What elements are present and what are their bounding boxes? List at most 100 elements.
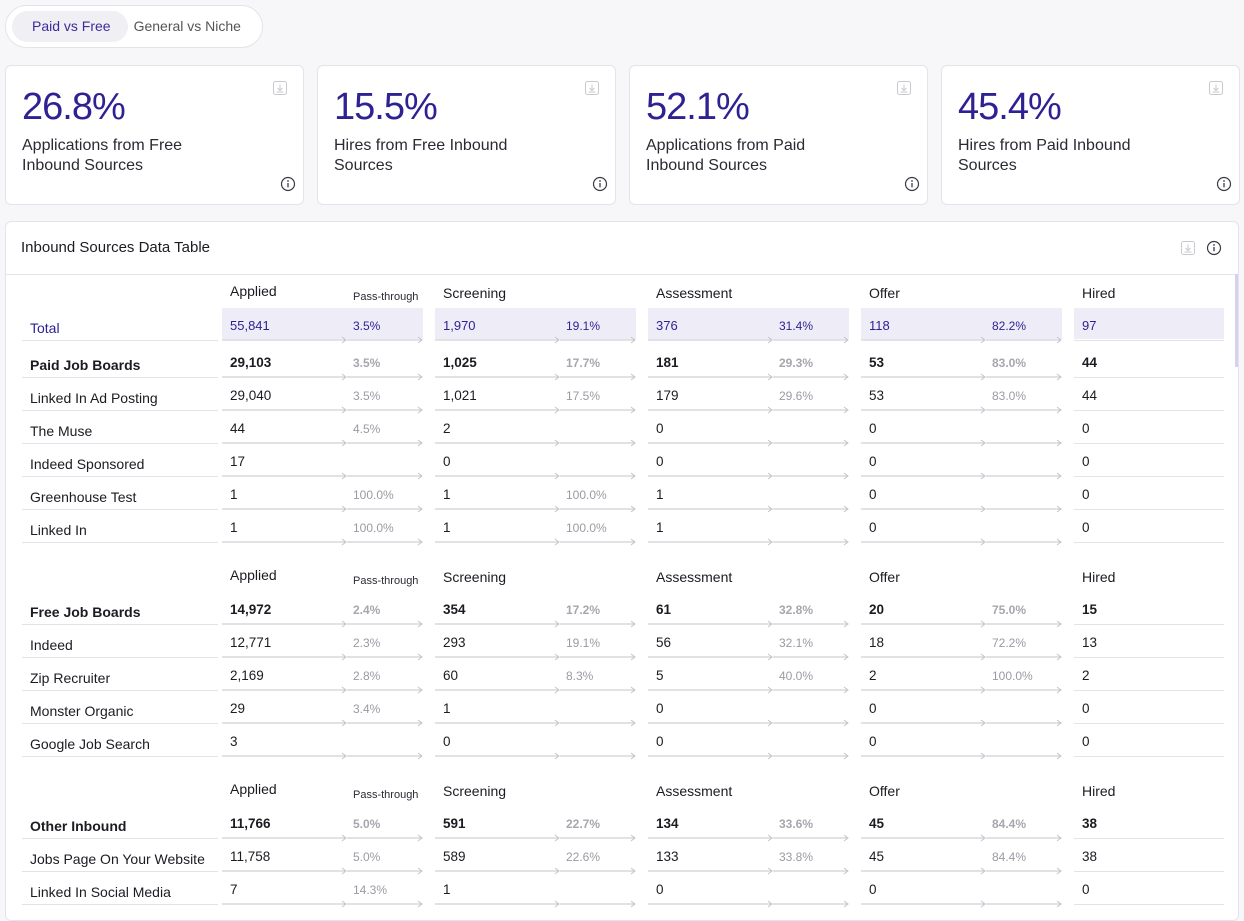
row-label[interactable]: Paid Job Boards [30, 357, 141, 373]
flow-arrow-line [861, 373, 986, 381]
kpi-value: 52.1% [646, 86, 750, 128]
flow-arrow-line [222, 373, 347, 381]
header-screening: Screening [443, 569, 507, 585]
row-label[interactable]: Linked In [30, 522, 87, 538]
info-icon[interactable] [904, 176, 920, 197]
panel-title: Inbound Sources Data Table [21, 239, 211, 256]
tab-paid-vs-free[interactable]: Paid vs Free [12, 11, 128, 42]
info-icon[interactable] [592, 176, 608, 197]
cell-screening: 591 [443, 816, 466, 831]
cell-offer: 0 [869, 520, 877, 535]
cell-assessment: 0 [656, 421, 664, 436]
flow-arrow-line [861, 752, 986, 760]
flow-arrow-line [435, 373, 560, 381]
kpi-value: 26.8% [22, 86, 126, 128]
header-offer: Offer [869, 783, 900, 799]
download-icon[interactable] [1208, 80, 1224, 101]
flow-arrow-line [222, 336, 347, 344]
flow-arrow-line [861, 472, 986, 480]
flow-arrow-line [435, 538, 560, 546]
inbound-sources-panel: Inbound Sources Data Table Applied Pass-t… [5, 221, 1239, 921]
cell-offer: 118 [869, 318, 890, 333]
total-highlight [222, 308, 347, 339]
flow-arrow-line [648, 406, 773, 414]
cell-applied: 2,169 [230, 668, 264, 683]
cell-offer: 53 [869, 388, 885, 403]
cell-screening: 60 [443, 668, 459, 683]
cell-offer: 45 [869, 849, 885, 864]
flow-arrow-line [861, 620, 986, 628]
cell-applied: 3 [230, 734, 238, 749]
row-label[interactable]: Free Job Boards [30, 604, 141, 620]
download-icon[interactable] [1180, 240, 1196, 261]
flow-arrow-line [773, 373, 849, 381]
header-assessment: Assessment [656, 783, 733, 799]
cell-passthrough: 32.8% [779, 603, 814, 617]
row-label[interactable]: Linked In Ad Posting [30, 390, 158, 406]
cell-hired: 0 [1082, 882, 1090, 897]
cell-passthrough: 84.4% [992, 817, 1027, 831]
info-icon[interactable] [1206, 240, 1222, 261]
flow-arrow-line [347, 336, 423, 344]
flow-arrow-line [435, 867, 560, 875]
cell-hired: 0 [1082, 734, 1090, 749]
cell-applied: 11,766 [230, 816, 271, 831]
cell-passthrough: 83.0% [992, 356, 1027, 370]
download-icon[interactable] [896, 80, 912, 101]
scroll-indicator[interactable] [1235, 274, 1238, 367]
row-label[interactable]: Greenhouse Test [30, 489, 137, 505]
flow-arrow-line [773, 653, 849, 661]
row-divider [1074, 723, 1224, 724]
cell-offer: 18 [869, 635, 885, 650]
row-label[interactable]: Jobs Page On Your Website [30, 851, 205, 867]
row-divider [1074, 756, 1224, 757]
info-icon[interactable] [1216, 176, 1232, 197]
cell-passthrough: 3.5% [353, 319, 381, 333]
flow-arrow-line [347, 653, 423, 661]
info-icon[interactable] [280, 176, 296, 197]
row-label[interactable]: Monster Organic [30, 703, 134, 719]
row-label[interactable]: Other Inbound [30, 818, 127, 834]
flow-arrow-line [347, 505, 423, 513]
cell-applied: 29,040 [230, 388, 272, 403]
row-label[interactable]: Zip Recruiter [30, 670, 111, 686]
cell-passthrough: 19.1% [566, 319, 601, 333]
cell-screening: 354 [443, 602, 466, 617]
total-highlight [648, 308, 773, 339]
cell-applied: 17 [230, 454, 246, 469]
flow-arrow-line [773, 719, 849, 727]
flow-arrow-line [861, 719, 986, 727]
flow-arrow-line [861, 505, 986, 513]
flow-arrow-line [435, 439, 560, 447]
cell-passthrough: 33.8% [779, 850, 814, 864]
cell-offer: 0 [869, 882, 877, 897]
flow-arrow-line [435, 653, 560, 661]
download-icon[interactable] [584, 80, 600, 101]
cell-passthrough: 8.3% [566, 669, 594, 683]
cell-hired: 0 [1082, 454, 1090, 469]
cell-screening: 1 [443, 882, 451, 897]
tab-general-vs-niche[interactable]: General vs Niche [133, 18, 241, 34]
flow-arrow-line [648, 719, 773, 727]
flow-arrow-line [648, 752, 773, 760]
download-icon[interactable] [272, 80, 288, 101]
row-label[interactable]: Total [30, 320, 60, 336]
row-label[interactable]: The Muse [30, 423, 93, 439]
cell-screening: 1,970 [443, 318, 476, 333]
cell-assessment: 61 [656, 602, 672, 617]
cell-passthrough: 17.2% [566, 603, 601, 617]
cell-screening: 1 [443, 487, 451, 502]
cell-passthrough: 3.4% [353, 702, 381, 716]
row-label[interactable]: Linked In Social Media [30, 884, 171, 900]
cell-offer: 0 [869, 421, 877, 436]
flow-arrow-line [222, 620, 347, 628]
row-label[interactable]: Indeed Sponsored [30, 456, 145, 472]
header-applied: Applied [230, 781, 277, 797]
cell-hired: 0 [1082, 520, 1090, 535]
cell-offer: 0 [869, 734, 877, 749]
flow-arrow-line [648, 336, 773, 344]
row-divider [22, 657, 218, 658]
flow-arrow-line [222, 439, 347, 447]
row-label[interactable]: Google Job Search [30, 736, 150, 752]
row-label[interactable]: Indeed [30, 637, 73, 653]
